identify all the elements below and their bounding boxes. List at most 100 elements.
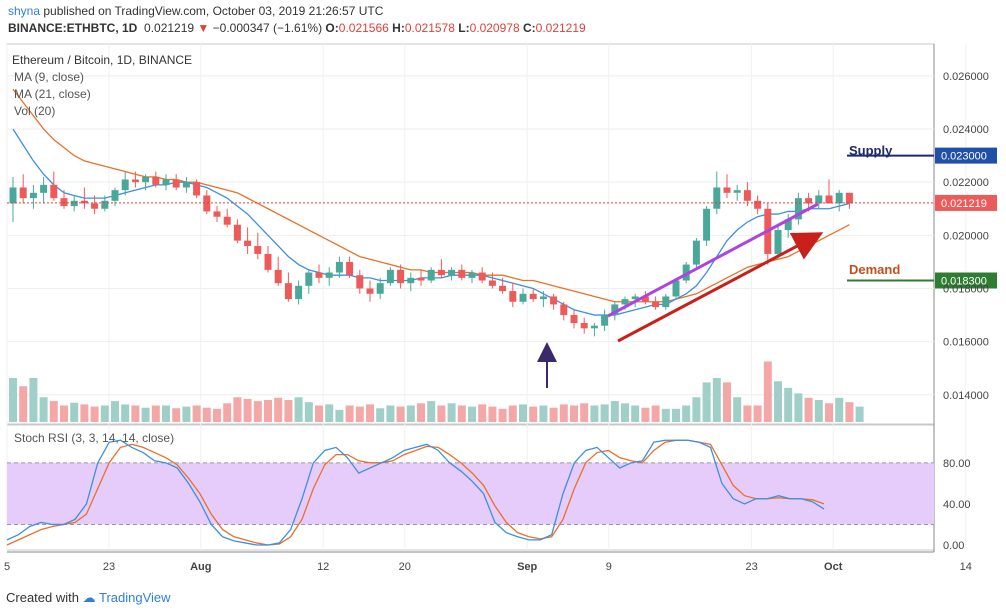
candle-body	[193, 182, 201, 196]
volume-bar	[294, 397, 303, 422]
volume-bar	[366, 404, 374, 422]
volume-bar	[590, 405, 599, 422]
volume-bar	[774, 381, 782, 422]
volume-bar	[570, 405, 578, 422]
volume-bar	[111, 401, 119, 422]
candle-body	[325, 272, 333, 278]
volume-bar	[151, 405, 160, 422]
volume-bar	[223, 403, 232, 422]
volume-bar	[447, 403, 456, 422]
candle-body	[437, 269, 445, 276]
volume-bar	[672, 408, 680, 422]
candle-body	[580, 323, 588, 329]
volume-bar	[19, 386, 28, 422]
candle-body	[407, 277, 415, 284]
volume-bar	[325, 404, 334, 422]
created-with-text: Created with	[6, 590, 79, 605]
candle-body	[550, 296, 558, 305]
publisher-name[interactable]: shyna	[8, 4, 41, 18]
volume-bar	[100, 405, 109, 422]
time-tick: 12	[317, 561, 329, 573]
volume-bar	[213, 408, 221, 422]
time-tick: 20	[399, 561, 411, 573]
candle-body	[641, 296, 649, 302]
volume-bar	[661, 408, 670, 422]
price-tick: 0.022000	[943, 177, 989, 189]
candle-body	[417, 277, 425, 281]
candle-body	[131, 179, 139, 183]
time-tick: 14	[960, 561, 972, 573]
time-tick: 9	[606, 561, 612, 573]
volume-bar	[243, 398, 252, 422]
volume-bar	[682, 405, 691, 422]
volume-bar	[345, 405, 354, 422]
volume-bar	[804, 397, 813, 422]
supply-price-tag: 0.023000	[941, 151, 987, 163]
candle-body	[91, 203, 99, 209]
candle-body	[111, 190, 119, 201]
current-price-tag-bg	[935, 194, 997, 211]
candle-body	[509, 291, 517, 302]
candle-body	[70, 200, 78, 207]
candle-body	[233, 224, 241, 241]
stoch-tick: 40.00	[943, 499, 971, 511]
stoch-rsi: 80.00 40.00 0.00	[6, 439, 971, 552]
volume-bar	[835, 397, 844, 422]
open-value: 0.021566	[338, 21, 389, 35]
demand-label: Demand	[849, 262, 900, 277]
time-tick: 23	[745, 561, 757, 573]
candle-body	[529, 293, 537, 300]
volume-bar	[702, 382, 711, 422]
volume-bar	[417, 403, 425, 422]
candle-body	[40, 184, 48, 193]
volume-bar	[631, 405, 640, 422]
volume-bar	[723, 382, 731, 422]
candle-body	[50, 184, 58, 199]
volume-bar	[202, 407, 211, 422]
candle-body	[743, 190, 751, 201]
candle-body	[713, 187, 721, 209]
volume-bar	[182, 406, 191, 422]
candle-body	[427, 269, 435, 281]
price-tick: 0.018000	[943, 283, 989, 295]
candle-body	[376, 283, 384, 294]
volume-bar	[529, 406, 538, 422]
publish-line: shyna published on TradingView.com, Octo…	[8, 4, 383, 18]
candle-body	[723, 187, 731, 193]
candle-body	[162, 179, 170, 185]
legend-ma21: MA (21, close)	[14, 87, 91, 101]
time-tick: 5	[4, 561, 10, 573]
volume-bar	[753, 405, 762, 422]
annotations	[537, 202, 824, 388]
candle-body	[80, 200, 88, 204]
volume-bar	[29, 378, 38, 422]
change-down-icon: ▼	[197, 21, 210, 35]
close-label: C:	[522, 21, 536, 35]
volume-bar	[539, 405, 548, 422]
low-value: 0.020978	[469, 21, 520, 35]
demand-arrow	[617, 232, 824, 343]
candle-body	[692, 240, 700, 265]
tradingview-brand[interactable]: TradingView	[99, 590, 171, 605]
candle-body	[448, 269, 456, 276]
symbol-ohlc-line: BINANCE:ETHBTC, 1D 0.021219 ▼ −0.000347 …	[8, 21, 586, 35]
demand-price-tag: 0.018300	[941, 276, 987, 288]
volume-bar	[763, 361, 772, 422]
volume-bar	[386, 405, 395, 422]
price-tick: 0.014000	[943, 390, 989, 402]
volume-bar	[549, 407, 558, 422]
candle-body	[284, 283, 292, 300]
volume-bar	[733, 397, 742, 422]
volume-bar	[437, 405, 446, 422]
volume-bar	[60, 405, 68, 422]
high-value: 0.021578	[404, 21, 455, 35]
volume-bar	[355, 406, 364, 422]
price-tick: 0.020000	[943, 230, 989, 242]
demand-price-tag-bg	[935, 272, 997, 289]
candle-body	[182, 182, 190, 188]
volume-bar	[855, 406, 864, 422]
legend-title: Ethereum / Bitcoin, 1D, BINANCE	[12, 53, 192, 67]
volume-bar	[192, 405, 201, 422]
close-value: 0.021219	[535, 21, 586, 35]
